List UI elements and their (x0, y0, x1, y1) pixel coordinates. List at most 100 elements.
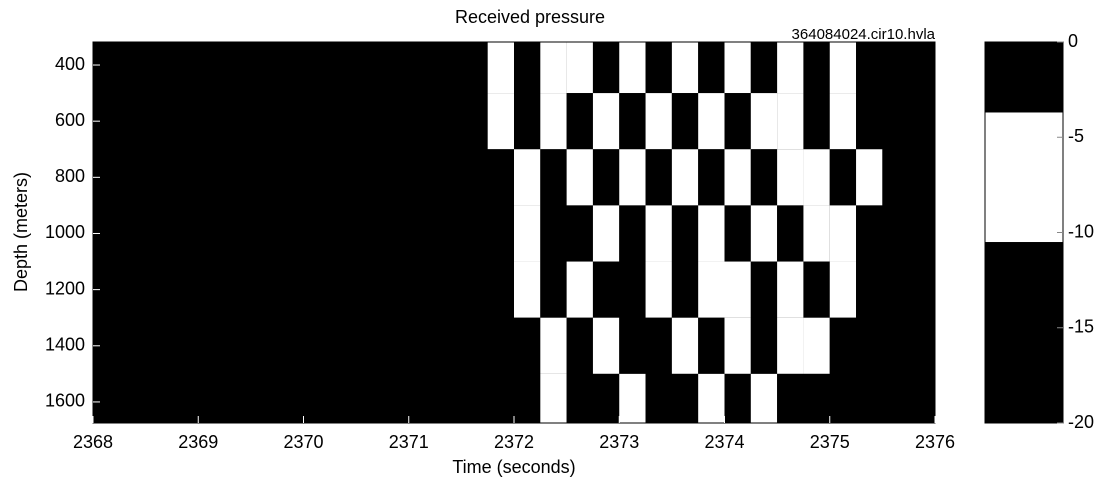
heatmap-cell (777, 373, 804, 423)
x-axis-label: Time (seconds) (452, 457, 575, 477)
heatmap-cell (487, 149, 514, 206)
heatmap-cell (698, 317, 725, 374)
heatmap-cell (829, 317, 857, 374)
heatmap-cell (303, 373, 330, 423)
heatmap-cell (461, 261, 488, 318)
heatmap-cell (592, 261, 620, 318)
heatmap-cell (382, 42, 409, 94)
colorbar-tick-label: -10 (1068, 221, 1094, 241)
y-tick-label: 1600 (45, 391, 85, 411)
y-axis-label: Depth (meters) (11, 172, 31, 292)
y-tick-label: 1400 (45, 335, 85, 355)
heatmap-cell (803, 317, 830, 374)
heatmap-cell (461, 149, 488, 206)
chart-title: Received pressure (455, 7, 605, 27)
heatmap-cell (671, 261, 699, 318)
heatmap-cell (277, 149, 304, 206)
heatmap-cell (750, 42, 778, 94)
heatmap-cell (145, 373, 172, 423)
heatmap-cell (408, 93, 436, 150)
heatmap-cell (198, 93, 225, 150)
heatmap-cell (592, 373, 620, 423)
heatmap-cell (514, 205, 541, 262)
colorbar-tick-label: -20 (1068, 412, 1094, 432)
heatmap-cell (882, 205, 909, 262)
heatmap-cell (435, 149, 462, 206)
heatmap-cell (145, 205, 172, 262)
heatmap-cell (619, 42, 646, 94)
heatmap-cell (487, 317, 514, 374)
heatmap-cell (777, 149, 804, 206)
heatmap-cell (698, 149, 725, 206)
heatmap-cell (171, 373, 199, 423)
heatmap-cell (224, 93, 251, 150)
heatmap-cell (540, 373, 567, 423)
heatmap-cell (224, 205, 251, 262)
heatmap-cell (856, 317, 883, 374)
heatmap-cell (777, 205, 804, 262)
heatmap-cell (829, 93, 857, 150)
y-tick-label: 400 (55, 54, 85, 74)
colorbar-tick-label: -5 (1068, 126, 1084, 146)
heatmap-cell (566, 205, 593, 262)
heatmap-cell (882, 149, 909, 206)
heatmap-cell (645, 149, 672, 206)
heatmap-cell (908, 373, 935, 423)
heatmap-cell (382, 317, 409, 374)
heatmap-cell (777, 93, 804, 150)
y-tick-label: 800 (55, 166, 85, 186)
heatmap-cell (645, 42, 672, 94)
heatmap-cell (119, 317, 146, 374)
heatmap-cell (829, 149, 857, 206)
x-tick-label: 2373 (599, 432, 639, 452)
heatmap-cell (698, 93, 725, 150)
heatmap-cell (171, 205, 199, 262)
heatmap-cell (566, 261, 593, 318)
heatmap-cell (671, 93, 699, 150)
heatmap-cell (435, 93, 462, 150)
x-tick-label: 2370 (283, 432, 323, 452)
heatmap-cell (277, 42, 304, 94)
heatmap-cell (777, 42, 804, 94)
heatmap-cell (119, 205, 146, 262)
heatmap-cell (592, 42, 620, 94)
heatmap-cell (382, 373, 409, 423)
heatmap-cell (408, 42, 436, 94)
heatmap-cell (908, 42, 935, 94)
heatmap (93, 42, 935, 423)
heatmap-cell (119, 149, 146, 206)
heatmap-cell (356, 261, 383, 318)
heatmap-cell (171, 261, 199, 318)
heatmap-cell (592, 317, 620, 374)
x-tick-label: 2368 (73, 432, 113, 452)
heatmap-cell (382, 205, 409, 262)
heatmap-cell (487, 373, 514, 423)
heatmap-cell (592, 205, 620, 262)
heatmap-cell (645, 205, 672, 262)
heatmap-cell (329, 373, 357, 423)
heatmap-cell (329, 317, 357, 374)
heatmap-cell (514, 373, 541, 423)
heatmap-cell (461, 42, 488, 94)
heatmap-cell (856, 42, 883, 94)
heatmap-cell (671, 42, 699, 94)
heatmap-cell (171, 317, 199, 374)
heatmap-cell (224, 373, 251, 423)
heatmap-cell (145, 42, 172, 94)
heatmap-cell (277, 317, 304, 374)
heatmap-cell (566, 317, 593, 374)
heatmap-cell (303, 205, 330, 262)
heatmap-cell (829, 373, 857, 423)
heatmap-cell (540, 261, 567, 318)
heatmap-cell (356, 205, 383, 262)
heatmap-cell (408, 149, 436, 206)
heatmap-cell (566, 93, 593, 150)
heatmap-cell (514, 261, 541, 318)
heatmap-cell (356, 93, 383, 150)
heatmap-cell (829, 205, 857, 262)
heatmap-cell (645, 317, 672, 374)
annotation: 364084024.cir10.hvla (792, 26, 936, 43)
heatmap-cell (408, 205, 436, 262)
heatmap-cell (908, 205, 935, 262)
heatmap-cell (93, 373, 120, 423)
